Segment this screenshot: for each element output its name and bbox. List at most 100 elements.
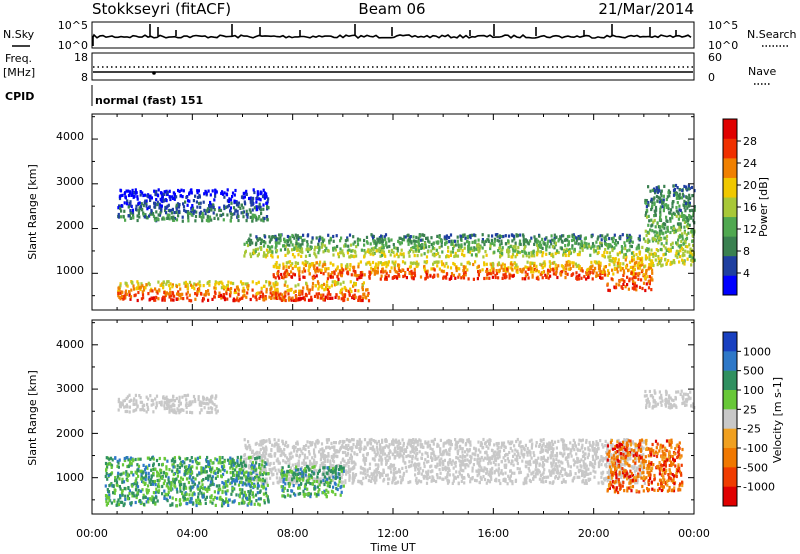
echo-cell (175, 210, 178, 214)
echo-cell (687, 226, 690, 230)
echo-cell (397, 480, 400, 484)
echo-cell (143, 201, 146, 205)
echo-cell (317, 269, 320, 273)
echo-cell (436, 444, 439, 448)
echo-cell (278, 265, 281, 270)
echo-cell (274, 240, 277, 244)
echo-cell (513, 249, 517, 253)
echo-cell (212, 211, 215, 215)
echo-cell (207, 292, 210, 296)
echo-cell (402, 473, 405, 477)
echo-cell (532, 470, 535, 474)
echo-cell (548, 469, 551, 473)
echo-cell (387, 237, 390, 241)
echo-cell (588, 440, 591, 445)
echo-cell (500, 239, 503, 243)
echo-cell (247, 284, 250, 288)
echo-cell (169, 290, 172, 294)
echo-cell (348, 268, 351, 272)
echo-cell (215, 281, 218, 285)
echo-cell (244, 251, 247, 255)
echo-cell (168, 284, 171, 288)
echo-cell (141, 208, 144, 212)
echo-cell (326, 277, 329, 281)
echo-cell (655, 208, 658, 212)
echo-cell (277, 274, 280, 278)
power-colorbar-tick-label: 8 (743, 245, 750, 258)
echo-cell (542, 480, 545, 484)
echo-cell (519, 445, 522, 449)
echo-cell (578, 273, 581, 277)
echo-cell (119, 205, 122, 209)
echo-cell (659, 231, 662, 235)
echo-cell (677, 252, 680, 256)
echo-cell (410, 273, 413, 277)
echo-cell (460, 276, 463, 280)
echo-cell (494, 457, 498, 461)
echo-cell (333, 246, 336, 250)
echo-cell (303, 238, 306, 242)
echo-cell (432, 442, 435, 446)
echo-cell (633, 442, 636, 446)
echo-cell (637, 237, 640, 241)
echo-cell (254, 451, 257, 455)
echo-cell (343, 285, 346, 290)
echo-cell (579, 242, 582, 247)
echo-cell (454, 438, 457, 442)
echo-cell (615, 286, 618, 290)
echo-cell (449, 439, 452, 443)
echo-cell (597, 273, 600, 277)
echo-cell (246, 282, 249, 286)
echo-cell (119, 188, 122, 192)
echo-cell (539, 262, 542, 266)
echo-cell (310, 240, 313, 244)
echo-cell (498, 268, 501, 272)
echo-cell (545, 236, 548, 240)
date-title: 21/Mar/2014 (598, 0, 694, 18)
echo-cell (272, 481, 275, 485)
echo-cell (251, 449, 254, 453)
echo-cell (287, 250, 291, 254)
echo-cell (399, 252, 402, 256)
echo-cell (557, 264, 560, 268)
echo-cell (354, 282, 357, 286)
echo-cell (365, 262, 368, 266)
echo-cell (633, 267, 636, 271)
echo-cell (604, 265, 607, 269)
echo-cell (654, 191, 657, 195)
echo-cell (443, 264, 446, 268)
echo-cell (242, 210, 245, 214)
echo-cell (657, 241, 660, 245)
nsearch-label: N.Search (747, 28, 797, 41)
echo-cell (266, 244, 270, 248)
echo-cell (149, 289, 152, 293)
echo-cell (256, 195, 259, 199)
echo-cell (616, 265, 619, 269)
echo-cell (266, 481, 269, 485)
echo-cell (647, 249, 650, 253)
echo-cell (664, 246, 667, 250)
echo-cell (643, 265, 646, 269)
echo-cell (426, 477, 429, 481)
echo-cell (411, 449, 415, 454)
echo-cell (655, 248, 658, 252)
echo-cell (276, 272, 279, 276)
echo-cell (630, 271, 633, 275)
echo-cell (143, 215, 146, 219)
echo-cell (404, 448, 407, 452)
echo-cell (541, 246, 544, 250)
echo-cell (139, 285, 143, 289)
echo-cell (251, 219, 254, 223)
echo-cell (241, 296, 244, 300)
echo-cell (374, 463, 377, 467)
echo-cell (351, 473, 355, 478)
echo-cell (526, 239, 529, 243)
echo-cell (588, 244, 591, 248)
echo-cell (180, 188, 183, 192)
echo-cell (568, 248, 571, 252)
echo-cell (441, 460, 445, 464)
echo-cell (524, 460, 528, 464)
echo-cell (374, 246, 377, 250)
echo-cell (523, 452, 526, 456)
echo-cell (286, 248, 290, 252)
